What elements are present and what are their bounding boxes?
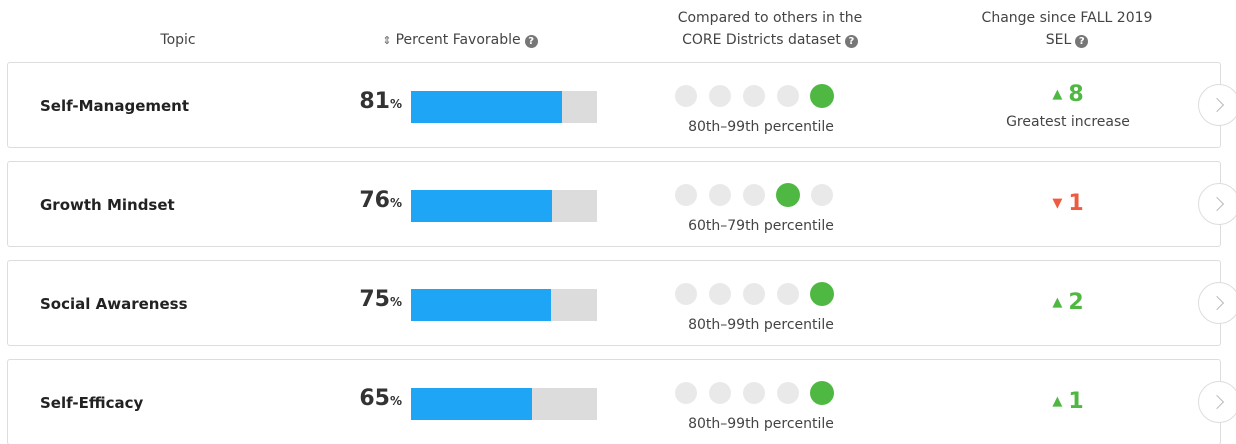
percent-track [411, 190, 597, 222]
percent-number: 65 [359, 386, 390, 411]
percentile-dot [810, 282, 834, 306]
change-header-line: SEL? [917, 29, 1217, 51]
percentile-dot [743, 184, 765, 206]
percent-unit: % [389, 97, 402, 111]
percent-value: 65% [359, 386, 402, 411]
help-icon[interactable]: ? [1075, 35, 1089, 48]
percent-unit: % [389, 295, 402, 309]
percentile-dot [675, 184, 697, 206]
percent-number: 75 [359, 287, 390, 312]
change-number: 2 [1068, 290, 1084, 315]
topic-name: Growth Mindset [40, 196, 175, 214]
help-icon[interactable]: ? [524, 35, 538, 48]
percentile-dot [777, 283, 799, 305]
percentile-label: 80th–99th percentile [688, 119, 834, 135]
compare-header-text: CORE Districts dataset [682, 32, 841, 48]
percentile-label: 80th–99th percentile [688, 416, 834, 432]
percentile-dot [675, 85, 697, 107]
percent-bar [411, 91, 562, 123]
open-button[interactable] [1198, 282, 1236, 324]
percentile-dot [709, 382, 731, 404]
percentile-dot [743, 382, 765, 404]
percent-track [411, 91, 597, 123]
percent-track [411, 388, 597, 420]
change-note: Greatest increase [1006, 114, 1130, 130]
percent-track [411, 289, 597, 321]
compare-header: Compared to others in the CORE Districts… [620, 7, 920, 51]
topic-card[interactable]: Growth Mindset 76% 60th–79th percentile ▼ 1 [7, 161, 1221, 247]
percent-unit: % [389, 394, 402, 408]
percentile-dot [743, 283, 765, 305]
percent-unit: % [389, 196, 402, 210]
open-button[interactable] [1198, 381, 1236, 423]
percentile-dot [777, 382, 799, 404]
percent-value: 75% [359, 287, 402, 312]
percentile-dot [811, 184, 833, 206]
help-icon[interactable]: ? [844, 35, 858, 48]
percent-header-text: Percent Favorable [395, 32, 521, 48]
sort-icon: ⇕ [382, 34, 392, 47]
topic-header: Topic [160, 32, 196, 48]
percentile-dot [675, 382, 697, 404]
change-header-text: SEL [1045, 32, 1072, 48]
change-arrow: ▼ [1052, 196, 1063, 211]
percentile-dot [709, 283, 731, 305]
topic-card[interactable]: Self-Efficacy 65% 80th–99th percentile ▲ 1 [7, 359, 1221, 444]
percentile-dot [709, 85, 731, 107]
change-arrow: ▲ [1052, 87, 1063, 102]
change-value: ▲ 2 [968, 290, 1168, 315]
percentile-label: 80th–99th percentile [688, 317, 834, 333]
change-value: ▲ 1 [968, 389, 1168, 414]
percentile-dot [776, 183, 800, 207]
open-button[interactable] [1198, 183, 1236, 225]
percent-header[interactable]: ⇕ Percent Favorable? [330, 29, 590, 52]
change-value: ▼ 1 [968, 191, 1168, 216]
percent-bar [411, 190, 553, 222]
change-number: 8 [1068, 82, 1084, 107]
percent-value: 76% [359, 188, 402, 213]
percentile-dot [675, 283, 697, 305]
percentile-dot [810, 84, 834, 108]
percent-number: 76 [359, 188, 390, 213]
change-number: 1 [1068, 191, 1084, 216]
percent-number: 81 [359, 89, 390, 114]
topic-name: Self-Management [40, 97, 190, 115]
percent-bar [411, 289, 551, 321]
change-number: 1 [1068, 389, 1084, 414]
percentile-dot [743, 85, 765, 107]
change-value: ▲ 8 [968, 82, 1168, 107]
change-header: Change since FALL 2019 SEL? [917, 7, 1217, 51]
change-header-line: Change since FALL 2019 [981, 10, 1153, 26]
topic-card[interactable]: Self-Management 81% 80th–99th percentile ▲ 8… [7, 62, 1221, 148]
percentile-dot [810, 381, 834, 405]
topic-name: Social Awareness [40, 295, 188, 313]
percentile-dot [777, 85, 799, 107]
topic-card[interactable]: Social Awareness 75% 80th–99th percentile ▲… [7, 260, 1221, 346]
change-arrow: ▲ [1052, 295, 1063, 310]
percentile-dot [709, 184, 731, 206]
compare-header-line: Compared to others in the [677, 10, 863, 26]
change-arrow: ▲ [1052, 394, 1063, 409]
percentile-label: 60th–79th percentile [688, 218, 834, 234]
topic-name: Self-Efficacy [40, 394, 144, 412]
open-button[interactable] [1198, 84, 1236, 126]
percent-bar [411, 388, 532, 420]
percent-value: 81% [359, 89, 402, 114]
compare-header-line: CORE Districts dataset? [620, 29, 920, 51]
